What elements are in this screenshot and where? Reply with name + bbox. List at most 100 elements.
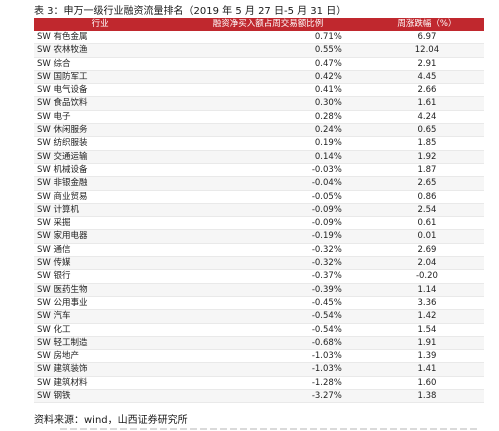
financing-ratio-cell: -0.03%: [166, 163, 370, 178]
industry-cell: SW 农林牧渔: [34, 43, 167, 58]
industry-cell: SW 房地产: [34, 349, 167, 364]
industry-cell: SW 非银金融: [34, 176, 167, 191]
table-row: SW 采掘 -0.09% 0.61: [34, 216, 484, 231]
financing-ratio-cell: 0.41%: [166, 83, 370, 98]
financing-ratio-cell: -0.32%: [166, 243, 370, 258]
industry-cell: SW 医药生物: [34, 283, 167, 297]
weekly-change-cell: 0.61: [369, 216, 484, 231]
industry-cell: SW 通信: [34, 243, 167, 258]
financing-ratio-cell: -0.45%: [166, 296, 370, 311]
table-row: SW 轻工制造 -0.68% 1.91: [34, 336, 484, 351]
financing-ratio-cell: -0.32%: [166, 256, 370, 271]
table-row: SW 医药生物 -0.39% 1.14: [34, 283, 484, 297]
industry-cell: SW 采掘: [34, 216, 167, 231]
industry-cell: SW 商业贸易: [34, 190, 167, 204]
financing-ratio-cell: -0.09%: [166, 203, 370, 218]
industry-cell: SW 机械设备: [34, 163, 167, 178]
financing-ratio-cell: 0.28%: [166, 110, 370, 125]
table-row: SW 化工 -0.54% 1.54: [34, 323, 484, 337]
weekly-change-cell: 2.04: [369, 256, 484, 271]
industry-cell: SW 国防军工: [34, 70, 167, 85]
header-financing-ratio: 融资净买入额占周交易额比例: [166, 18, 370, 31]
financing-ratio-cell: -0.54%: [166, 309, 370, 324]
table-row: SW 计算机 -0.09% 2.54: [34, 203, 484, 218]
table-row: SW 休闲服务 0.24% 0.65: [34, 123, 484, 138]
weekly-change-cell: 0.01: [369, 229, 484, 244]
header-industry: 行业: [34, 18, 167, 31]
financing-ratio-cell: -0.68%: [166, 336, 370, 351]
financing-ratio-cell: -3.27%: [166, 389, 370, 404]
industry-cell: SW 电气设备: [34, 83, 167, 98]
financing-ratio-cell: -1.28%: [166, 376, 370, 391]
industry-cell: SW 电子: [34, 110, 167, 125]
financing-ratio-cell: -0.04%: [166, 176, 370, 191]
industry-cell: SW 计算机: [34, 203, 167, 218]
source-note: 资料来源：wind，山西证券研究所: [34, 415, 188, 426]
weekly-change-cell: 2.65: [369, 176, 484, 191]
industry-cell: SW 综合: [34, 57, 167, 71]
industry-cell: SW 传媒: [34, 256, 167, 271]
table-row: SW 综合 0.47% 2.91: [34, 57, 484, 71]
table-caption: 表 3：申万一级行业融资流量排名（2019 年 5 月 27 日-5 月 31 …: [34, 6, 347, 17]
table-row: SW 通信 -0.32% 2.69: [34, 243, 484, 258]
weekly-change-cell: 1.41: [369, 362, 484, 377]
weekly-change-cell: 1.61: [369, 96, 484, 111]
financing-ratio-cell: -1.03%: [166, 362, 370, 377]
financing-ratio-cell: 0.30%: [166, 96, 370, 111]
industry-cell: SW 休闲服务: [34, 123, 167, 138]
weekly-change-cell: 1.39: [369, 349, 484, 364]
weekly-change-cell: 1.91: [369, 336, 484, 351]
table-row: SW 交通运输 0.14% 1.92: [34, 150, 484, 164]
weekly-change-cell: 2.91: [369, 57, 484, 71]
weekly-change-cell: 2.69: [369, 243, 484, 258]
financing-ratio-cell: -0.09%: [166, 216, 370, 231]
financing-ratio-cell: -0.37%: [166, 269, 370, 284]
table-row: SW 建筑装饰 -1.03% 1.41: [34, 362, 484, 377]
weekly-change-cell: 6.97: [369, 31, 484, 45]
financing-ratio-cell: -0.05%: [166, 190, 370, 204]
financing-ratio-cell: 0.47%: [166, 57, 370, 71]
industry-financing-table: 行业 融资净买入额占周交易额比例 周涨跌幅（%） SW 有色金属 0.71% 6.9…: [34, 18, 484, 404]
table-row: SW 国防军工 0.42% 4.45: [34, 70, 484, 85]
industry-cell: SW 公用事业: [34, 296, 167, 311]
financing-ratio-cell: 0.24%: [166, 123, 370, 138]
table-row: SW 银行 -0.37% -0.20: [34, 269, 484, 284]
weekly-change-cell: 3.36: [369, 296, 484, 311]
industry-cell: SW 汽车: [34, 309, 167, 324]
industry-cell: SW 钢铁: [34, 389, 167, 404]
industry-cell: SW 建筑装饰: [34, 362, 167, 377]
financing-ratio-cell: 0.19%: [166, 136, 370, 151]
table-row: SW 农林牧渔 0.55% 12.04: [34, 43, 484, 58]
table-row: SW 建筑材料 -1.28% 1.60: [34, 376, 484, 391]
weekly-change-cell: 1.54: [369, 323, 484, 337]
table-row: SW 纺织服装 0.19% 1.85: [34, 136, 484, 151]
weekly-change-cell: 1.87: [369, 163, 484, 178]
table-row: SW 有色金属 0.71% 6.97: [34, 31, 484, 45]
table-row: SW 传媒 -0.32% 2.04: [34, 256, 484, 271]
industry-cell: SW 建筑材料: [34, 376, 167, 391]
table-row: SW 商业贸易 -0.05% 0.86: [34, 190, 484, 204]
weekly-change-cell: 2.66: [369, 83, 484, 98]
weekly-change-cell: 1.85: [369, 136, 484, 151]
industry-cell: SW 轻工制造: [34, 336, 167, 351]
financing-ratio-cell: 0.55%: [166, 43, 370, 58]
weekly-change-cell: 1.60: [369, 376, 484, 391]
weekly-change-cell: 1.38: [369, 389, 484, 404]
financing-ratio-cell: -0.39%: [166, 283, 370, 297]
financing-ratio-cell: -0.19%: [166, 229, 370, 244]
financing-ratio-cell: -1.03%: [166, 349, 370, 364]
table-row: SW 房地产 -1.03% 1.39: [34, 349, 484, 364]
table-row: SW 食品饮料 0.30% 1.61: [34, 96, 484, 111]
financing-ratio-cell: 0.42%: [166, 70, 370, 85]
weekly-change-cell: 1.92: [369, 150, 484, 164]
weekly-change-cell: 0.86: [369, 190, 484, 204]
weekly-change-cell: 4.24: [369, 110, 484, 125]
table-row: SW 非银金融 -0.04% 2.65: [34, 176, 484, 191]
weekly-change-cell: 4.45: [369, 70, 484, 85]
header-weekly-change: 周涨跌幅（%）: [369, 18, 484, 31]
weekly-change-cell: 1.14: [369, 283, 484, 297]
table-row: SW 机械设备 -0.03% 1.87: [34, 163, 484, 178]
table-row: SW 汽车 -0.54% 1.42: [34, 309, 484, 324]
weekly-change-cell: -0.20: [369, 269, 484, 284]
financing-ratio-cell: -0.54%: [166, 323, 370, 337]
